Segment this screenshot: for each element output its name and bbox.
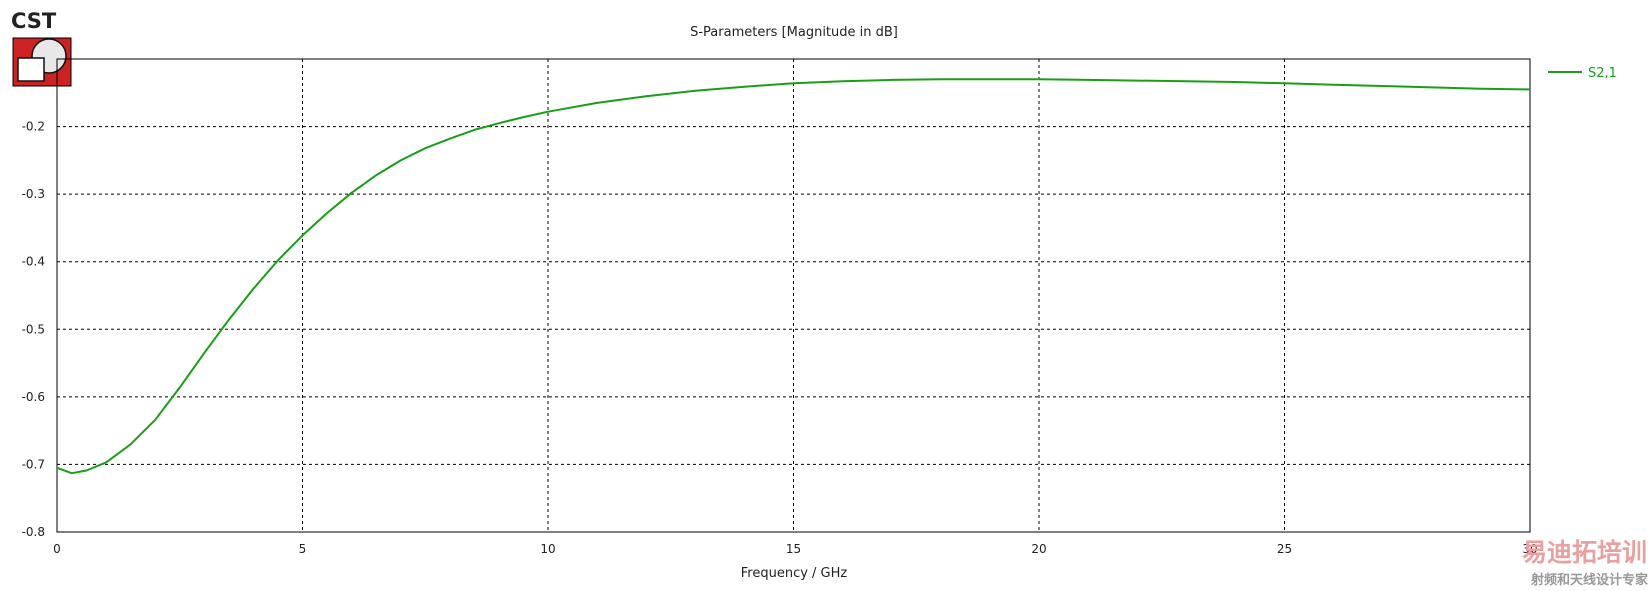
x-tick-label-2: 10 [540,542,555,556]
x-tick-labels: 0 5 10 15 20 25 30 [53,542,1537,556]
y-tick-label-1: -0.7 [22,457,45,471]
x-tick-label-3: 15 [786,542,801,556]
grid [57,59,1530,532]
x-tick-label-0: 0 [53,542,61,556]
x-tick-label-6: 30 [1522,542,1537,556]
cst-logo: CST [11,9,72,87]
y-tick-label-3: -0.5 [22,322,45,336]
legend: S2,1 [1548,66,1617,81]
x-axis-label: Frequency / GHz [741,566,848,581]
y-tick-label-5: -0.3 [22,187,45,201]
y-tick-label-6: -0.2 [22,120,45,134]
chart-title: S-Parameters [Magnitude in dB] [690,25,898,40]
watermark-main: 易迪拓培训 [1522,538,1647,567]
x-tick-label-1: 5 [299,542,307,556]
y-tick-label-0: -0.8 [22,525,45,539]
y-tick-label-2: -0.6 [22,390,45,404]
logo-text: CST [11,9,57,33]
x-tick-label-5: 25 [1277,542,1292,556]
x-tick-label-4: 20 [1031,542,1046,556]
y-tick-label-4: -0.4 [22,255,45,269]
watermark: 易迪拓培训 射频和天线设计专家 [1522,538,1649,588]
series-lines [56,78,1531,475]
legend-label-s21: S2,1 [1588,66,1617,81]
y-tick-labels: -0.8 -0.7 -0.6 -0.5 -0.4 -0.3 -0.2 [22,120,45,539]
watermark-sub: 射频和天线设计专家 [1530,572,1649,588]
series-line-0 [56,78,1531,475]
logo-cube-icon [17,57,45,82]
